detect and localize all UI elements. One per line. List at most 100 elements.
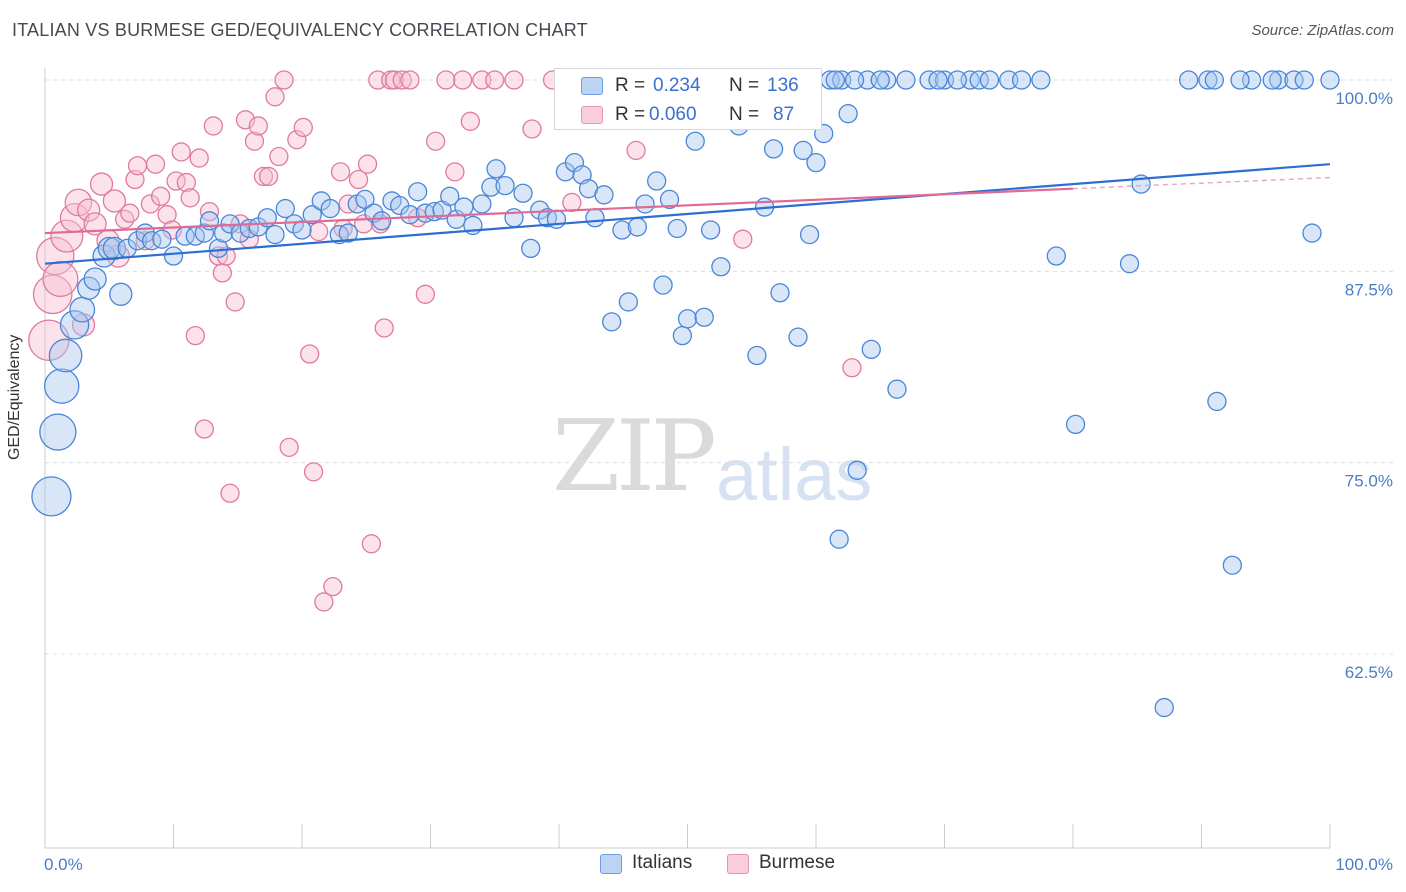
legend-row-italians: R = 0.234 N = 136 bbox=[555, 71, 821, 101]
data-point bbox=[265, 224, 285, 245]
data-point bbox=[653, 275, 673, 295]
data-point bbox=[384, 70, 405, 90]
data-point bbox=[127, 156, 148, 176]
data-point bbox=[485, 70, 505, 90]
data-point bbox=[747, 345, 767, 366]
data-point bbox=[194, 419, 214, 439]
watermark-atlas: atlas bbox=[716, 433, 873, 516]
data-point bbox=[274, 70, 294, 90]
data-point bbox=[330, 162, 351, 182]
italians-points bbox=[31, 70, 1340, 718]
data-point bbox=[1198, 70, 1218, 90]
stats-legend: R = 0.234 N = 136 R = 0.060 N = 87 bbox=[554, 68, 822, 130]
data-point bbox=[185, 325, 205, 346]
data-point bbox=[602, 312, 622, 332]
data-point bbox=[77, 198, 101, 222]
data-point bbox=[208, 238, 229, 259]
data-point bbox=[1204, 70, 1224, 90]
data-point bbox=[293, 117, 313, 138]
tick-labels: 62.5% 75.0% 87.5% 100.0% 0.0% 100.0% bbox=[44, 89, 1393, 874]
legend-row-burmese: R = 0.060 N = 87 bbox=[555, 100, 821, 130]
data-point bbox=[694, 307, 714, 327]
legend-swatch-italians bbox=[581, 77, 603, 95]
data-point bbox=[48, 338, 83, 373]
data-point bbox=[659, 189, 680, 210]
data-point bbox=[59, 310, 90, 340]
x-tick-label: 0.0% bbox=[44, 855, 83, 874]
data-point bbox=[1320, 70, 1340, 90]
data-point bbox=[43, 368, 80, 404]
chart-title: ITALIAN VS BURMESE GED/EQUIVALENCY CORRE… bbox=[12, 20, 588, 40]
data-point bbox=[799, 224, 820, 245]
data-point bbox=[513, 183, 533, 203]
data-point bbox=[770, 283, 790, 303]
data-point bbox=[1207, 391, 1227, 412]
trend-line-burmese bbox=[44, 187, 1074, 235]
data-point bbox=[1262, 70, 1282, 90]
data-point bbox=[189, 148, 209, 168]
data-point bbox=[69, 296, 96, 323]
data-point bbox=[39, 413, 77, 451]
data-point bbox=[1179, 70, 1199, 90]
data-point bbox=[1302, 223, 1322, 243]
data-point bbox=[618, 292, 639, 312]
data-point bbox=[323, 577, 343, 597]
data-point bbox=[171, 142, 191, 162]
data-point bbox=[258, 166, 279, 187]
data-point bbox=[806, 153, 826, 173]
data-point bbox=[203, 116, 223, 136]
legend-r-value: 0.060 bbox=[649, 104, 697, 125]
data-point bbox=[135, 231, 155, 251]
data-point bbox=[152, 229, 172, 249]
data-point bbox=[83, 212, 107, 236]
data-point bbox=[320, 198, 340, 219]
data-point bbox=[452, 70, 473, 90]
y-tick-label: 62.5% bbox=[1345, 663, 1393, 682]
data-point bbox=[1065, 414, 1086, 435]
data-point bbox=[303, 462, 324, 482]
data-point bbox=[145, 154, 166, 174]
bottom-legend-label: Italians bbox=[632, 852, 693, 873]
data-point bbox=[220, 483, 240, 503]
burmese-points bbox=[28, 70, 862, 612]
data-point bbox=[440, 186, 460, 206]
data-point bbox=[887, 379, 907, 399]
bottom-swatch-burmese bbox=[727, 854, 749, 874]
data-point bbox=[522, 119, 542, 139]
data-point bbox=[969, 70, 989, 90]
data-point bbox=[407, 182, 428, 202]
data-point bbox=[338, 223, 358, 243]
bottom-swatch-italians bbox=[600, 854, 622, 874]
data-point bbox=[292, 220, 312, 240]
data-point bbox=[176, 172, 197, 193]
trend-line-burmese-extension bbox=[1072, 176, 1331, 190]
data-point bbox=[460, 111, 480, 131]
data-point bbox=[1119, 254, 1140, 274]
data-point bbox=[763, 139, 784, 159]
data-point bbox=[279, 437, 299, 458]
data-point bbox=[877, 70, 897, 90]
data-point bbox=[309, 221, 329, 242]
data-point bbox=[314, 592, 334, 612]
legend-n-value: 87 bbox=[773, 104, 795, 125]
data-point bbox=[348, 169, 369, 190]
legend-swatch-burmese bbox=[581, 106, 603, 124]
data-point bbox=[157, 205, 177, 225]
legend-r-label: R = bbox=[615, 104, 646, 125]
data-point bbox=[928, 70, 948, 90]
data-point bbox=[115, 209, 135, 229]
data-point bbox=[180, 188, 200, 208]
data-point bbox=[372, 211, 392, 231]
data-point bbox=[1011, 70, 1032, 90]
data-point bbox=[269, 146, 289, 167]
data-point bbox=[647, 171, 667, 191]
watermark-zip: ZIP bbox=[552, 400, 717, 514]
data-point bbox=[361, 534, 382, 554]
data-point bbox=[1222, 555, 1242, 575]
data-point bbox=[947, 70, 967, 90]
data-point bbox=[1230, 70, 1250, 90]
data-point bbox=[1284, 70, 1304, 90]
trend-lines bbox=[44, 163, 1331, 265]
data-point bbox=[284, 214, 304, 234]
data-point bbox=[844, 70, 865, 90]
